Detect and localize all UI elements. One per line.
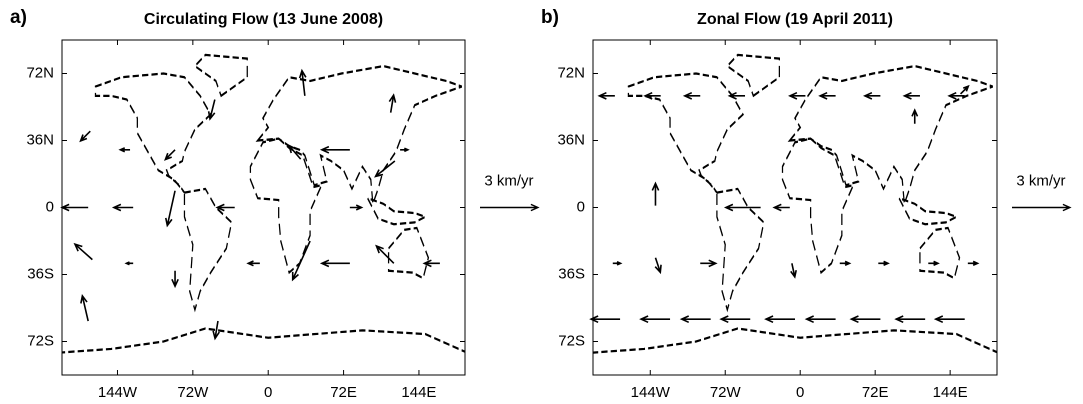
vector-arrow <box>947 91 965 100</box>
vector-arrow <box>902 91 920 100</box>
vector-arrow <box>589 315 621 324</box>
y-tick-label: 0 <box>577 198 585 215</box>
vector-arrow <box>818 91 836 100</box>
vector-arrow <box>164 149 176 161</box>
reference-arrow <box>1012 203 1072 212</box>
y-tick-label: 72S <box>27 332 54 349</box>
y-tick-label: 0 <box>46 198 54 215</box>
y-tick-label: 36N <box>557 131 585 148</box>
x-tick-label: 144E <box>933 384 968 401</box>
vector-arrow <box>374 160 396 178</box>
x-tick-label: 0 <box>796 384 804 401</box>
reference-arrow <box>480 203 540 212</box>
vector-arrow <box>422 259 440 268</box>
vector-arrow <box>849 315 881 324</box>
vector-arrow <box>928 260 940 267</box>
vector-arrow <box>719 315 751 324</box>
vector-arrow <box>319 259 350 268</box>
vector-arrow <box>298 68 307 96</box>
vector-arrow <box>124 261 134 266</box>
x-tick-label: 144W <box>631 384 671 401</box>
x-tick-label: 72E <box>330 384 357 401</box>
coastlines <box>593 53 997 354</box>
vector-arrow <box>375 244 395 264</box>
x-tick-label: 72E <box>862 384 889 401</box>
vector-arrow <box>319 145 350 154</box>
vector-arrow <box>682 91 701 100</box>
vector-arrow <box>111 203 134 212</box>
vector-arrow <box>388 93 397 113</box>
vector-arrow <box>788 91 806 100</box>
vector-arrow <box>612 261 623 266</box>
vector-arrow <box>772 203 790 212</box>
vector-arrow <box>790 263 797 279</box>
vector-arrow <box>291 240 311 282</box>
plot-frame <box>592 39 998 376</box>
y-tick-label: 72S <box>558 332 585 349</box>
vector-arrow <box>651 181 660 206</box>
vector-arrow <box>60 203 89 212</box>
vector-arrow <box>287 144 302 160</box>
vector-arrow <box>804 315 836 324</box>
vector-arrow <box>171 270 179 289</box>
vector-arrow <box>212 320 220 341</box>
vector-arrow <box>911 108 919 124</box>
vector-arrow <box>639 315 671 324</box>
vector-arrow <box>679 315 711 324</box>
y-tick-label: 36S <box>558 265 585 282</box>
vector-arrow <box>246 260 260 267</box>
vector-arrow <box>878 260 890 267</box>
vector-arrow <box>959 84 970 95</box>
vector-arrow <box>839 260 852 267</box>
vector-arrow <box>764 315 795 324</box>
vector-arrow <box>79 130 91 143</box>
vector-arrow <box>215 203 235 212</box>
y-tick-label: 36S <box>27 265 54 282</box>
panel-label: b) <box>541 7 559 28</box>
vector-arrow <box>118 147 131 153</box>
y-tick-label: 72N <box>557 64 585 81</box>
vector-arrow <box>933 315 965 324</box>
vector-arrow <box>862 91 881 100</box>
coastlines <box>62 53 465 354</box>
vector-arrow <box>894 315 926 324</box>
vector-arrow <box>727 91 746 100</box>
vector-arrow <box>643 91 661 100</box>
vector-arrow <box>80 294 89 322</box>
x-tick-label: 144E <box>401 384 436 401</box>
vector-arrow <box>164 190 176 228</box>
y-tick-label: 72N <box>26 64 54 81</box>
chart-title: Circulating Flow (13 June 2008) <box>144 11 383 28</box>
vector-arrow <box>700 259 718 268</box>
vector-arrow <box>349 204 364 211</box>
vector-arrow <box>73 242 93 261</box>
vector-arrow <box>967 260 980 267</box>
reference-label: 3 km/yr <box>1016 172 1065 189</box>
vector-arrow <box>597 91 615 100</box>
vector-arrow <box>207 99 216 121</box>
x-tick-label: 0 <box>264 384 272 401</box>
vector-arrow <box>654 257 662 275</box>
vector-arrow <box>400 147 410 153</box>
x-tick-label: 144W <box>98 384 138 401</box>
panel-label: a) <box>10 7 27 28</box>
reference-label: 3 km/yr <box>484 172 533 189</box>
y-tick-label: 36N <box>26 131 54 148</box>
x-tick-label: 72W <box>710 384 742 401</box>
chart-title: Zonal Flow (19 April 2011) <box>697 11 893 28</box>
x-tick-label: 72W <box>177 384 209 401</box>
vector-arrow <box>723 203 761 212</box>
